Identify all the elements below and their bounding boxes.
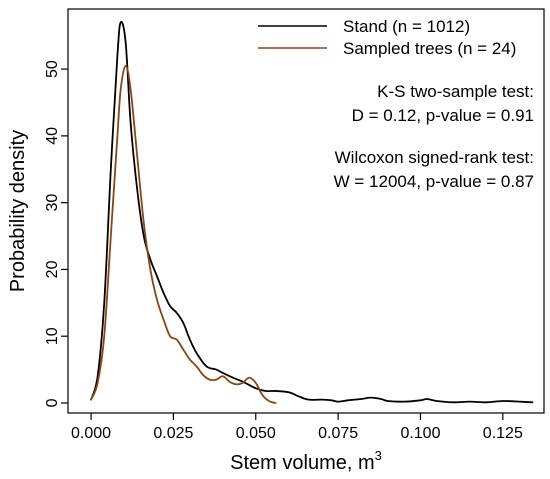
x-tick-label-2: 0.050 <box>236 425 276 442</box>
y-tick-label-1: 10 <box>44 327 61 345</box>
ks-test-title: K-S two-sample test: <box>377 82 534 101</box>
y-tick-label-3: 30 <box>44 194 61 212</box>
legend-label-sampled: Sampled trees (n = 24) <box>343 39 516 58</box>
x-tick-label-3: 0.075 <box>318 425 358 442</box>
y-axis-title: Probability density <box>7 130 29 292</box>
ks-test-result: D = 0.12, p-value = 0.91 <box>352 106 534 125</box>
series-lines <box>90 20 534 404</box>
x-tick-label-1: 0.025 <box>153 425 193 442</box>
wilcoxon-test-result: W = 12004, p-value = 0.87 <box>334 172 534 191</box>
y-tick-label-2: 20 <box>44 260 61 278</box>
y-tick-label-0: 0 <box>44 398 61 407</box>
x-tick-label-4: 0.100 <box>400 425 440 442</box>
x-tick-label-5: 0.125 <box>483 425 523 442</box>
y-axis: 0 10 20 30 40 50 <box>44 60 68 407</box>
y-tick-label-4: 40 <box>44 127 61 145</box>
series-line-stand <box>90 20 534 404</box>
wilcoxon-test-title: Wilcoxon signed-rank test: <box>335 148 534 167</box>
legend: Stand (n = 1012) Sampled trees (n = 24) <box>258 17 516 58</box>
x-tick-label-0: 0.000 <box>71 425 111 442</box>
legend-label-stand: Stand (n = 1012) <box>343 17 470 36</box>
x-axis: 0.000 0.025 0.050 0.075 0.100 0.125 <box>71 413 523 442</box>
series-line-sampled-trees <box>90 64 277 404</box>
y-tick-label-5: 50 <box>44 60 61 78</box>
x-axis-title-superscript: 3 <box>375 448 382 463</box>
x-axis-title: Stem volume, m3 <box>230 448 382 474</box>
x-axis-title-text: Stem volume, m <box>230 452 374 474</box>
plot-frame <box>67 8 545 414</box>
test-annotations: K-S two-sample test: D = 0.12, p-value =… <box>334 82 534 191</box>
